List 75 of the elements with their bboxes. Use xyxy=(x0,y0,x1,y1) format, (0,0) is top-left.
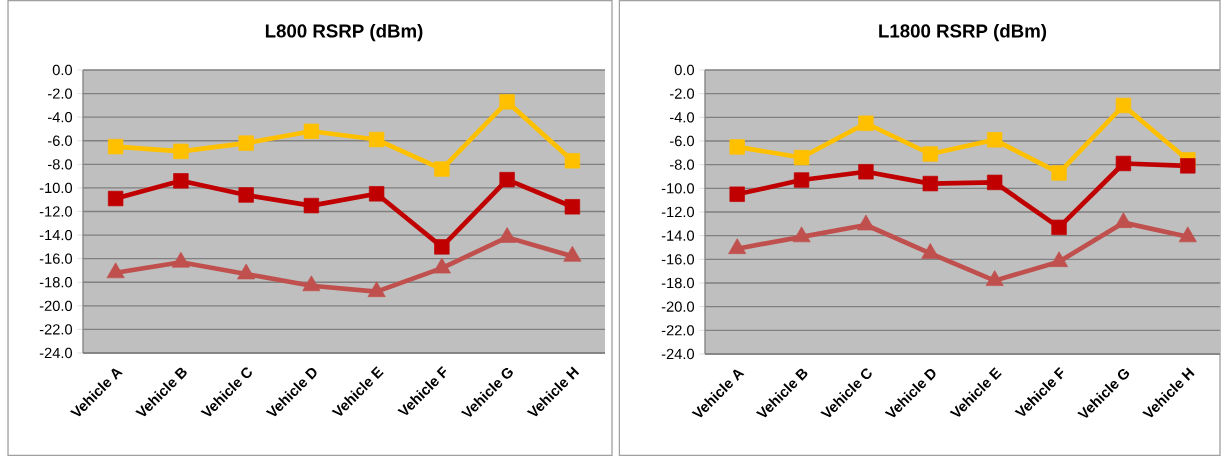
y-tick-label: -10.0 xyxy=(39,182,73,194)
point xyxy=(792,226,811,243)
point xyxy=(1051,219,1067,236)
point xyxy=(237,263,256,280)
point xyxy=(368,131,385,148)
y-tick-label: -24.0 xyxy=(39,347,73,359)
chart-title: L800 RSRP (dBm) xyxy=(265,23,423,42)
y-tick-label: -16.0 xyxy=(39,253,73,264)
y-tick-label: -6.0 xyxy=(47,135,73,146)
y-tick-label: -6.0 xyxy=(669,135,695,147)
y-tick-label: -14.0 xyxy=(39,229,73,241)
point xyxy=(564,153,581,169)
point xyxy=(922,175,938,192)
y-tick-label: -18.0 xyxy=(661,277,695,289)
point xyxy=(173,143,189,160)
point xyxy=(499,171,515,188)
y-tick-label: -22.0 xyxy=(39,324,73,335)
point xyxy=(729,139,745,155)
point xyxy=(1114,212,1133,228)
point xyxy=(921,243,940,259)
point xyxy=(793,149,810,166)
point xyxy=(238,135,254,151)
point xyxy=(498,227,517,243)
point xyxy=(238,187,254,203)
point xyxy=(564,199,581,215)
point xyxy=(1180,158,1196,174)
y-tick-label: 0.0 xyxy=(674,64,695,76)
point xyxy=(368,186,385,202)
y-tick-label: -20.0 xyxy=(661,301,695,312)
point xyxy=(434,161,450,177)
point xyxy=(1050,251,1069,268)
point xyxy=(985,270,1004,286)
point xyxy=(107,190,124,207)
point xyxy=(1178,226,1197,243)
y-tick-label: -18.0 xyxy=(39,277,73,288)
point xyxy=(107,138,124,155)
point xyxy=(1051,165,1067,181)
point xyxy=(432,257,451,274)
y-tick-label: 0.0 xyxy=(52,64,73,76)
y-tick-label: -12.0 xyxy=(661,206,695,218)
point xyxy=(1115,155,1132,172)
point xyxy=(173,173,189,189)
point xyxy=(729,186,745,202)
point xyxy=(987,174,1003,191)
y-tick-label: -8.0 xyxy=(47,159,73,170)
point xyxy=(499,94,515,110)
point xyxy=(303,197,320,214)
y-tick-label: -12.0 xyxy=(39,206,73,217)
point xyxy=(171,251,190,268)
point xyxy=(856,214,875,231)
point xyxy=(302,275,321,292)
point xyxy=(922,146,938,162)
y-tick-label: -4.0 xyxy=(669,112,695,123)
point xyxy=(106,262,125,279)
chart-title: L1800 RSRP (dBm) xyxy=(879,23,1047,42)
y-tick-label: -10.0 xyxy=(661,183,695,194)
y-tick-label: -16.0 xyxy=(661,254,695,265)
y-tick-label: -8.0 xyxy=(669,159,695,170)
y-tick-label: -4.0 xyxy=(47,111,73,123)
point xyxy=(563,245,582,262)
point xyxy=(367,281,386,298)
point xyxy=(793,172,810,188)
point xyxy=(1115,97,1132,114)
point xyxy=(858,164,874,180)
y-tick-label: -24.0 xyxy=(661,348,695,360)
y-tick-label: -22.0 xyxy=(661,325,695,336)
point xyxy=(434,239,450,255)
y-tick-label: -2.0 xyxy=(47,88,73,99)
point xyxy=(987,132,1003,148)
y-tick-label: -2.0 xyxy=(669,88,695,99)
y-tick-label: -20.0 xyxy=(39,300,73,312)
point xyxy=(303,123,320,139)
point xyxy=(728,238,747,255)
point xyxy=(858,115,874,131)
y-tick-label: -14.0 xyxy=(661,230,695,241)
